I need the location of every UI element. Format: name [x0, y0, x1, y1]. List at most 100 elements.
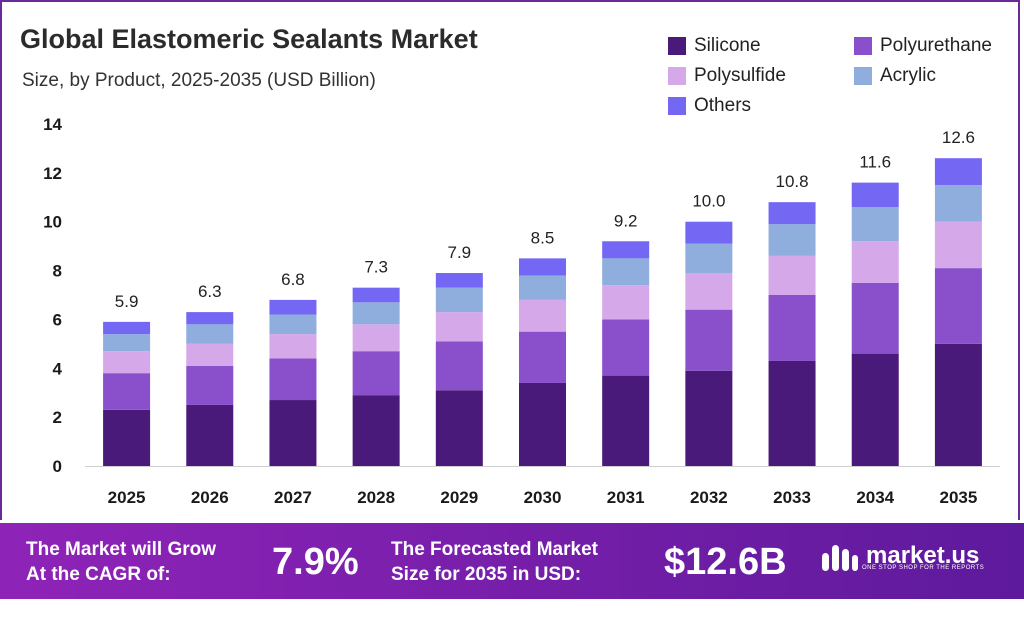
y-tick-label: 14 [43, 115, 62, 134]
legend-label-polysulfide: Polysulfide [694, 65, 786, 86]
forecast-label-line2: Size for 2035 in USD: [391, 564, 582, 585]
y-tick-label: 8 [53, 262, 62, 281]
bar-segment-others-2033 [768, 202, 816, 225]
bar-total-label: 5.9 [115, 292, 139, 311]
bar-segment-polysulfide-2033 [768, 255, 816, 295]
bar-segment-polyurethane-2031 [602, 319, 650, 376]
bar-segment-polyurethane-2027 [269, 358, 317, 401]
bar-segment-polysulfide-2032 [685, 273, 733, 310]
brand-logo-icon [822, 545, 858, 571]
bar-segment-polyurethane-2026 [186, 365, 234, 405]
legend-swatch-others [668, 97, 686, 115]
legend-label-acrylic: Acrylic [880, 65, 936, 86]
stacked-bar-chart: 0 2 4 6 8 10 12 14 5.9 2025 6.3 2026 6.8 2027 7.3 2028 7… [43, 115, 1000, 507]
legend-swatch-polysulfide [668, 67, 686, 85]
bar-total-label: 12.6 [942, 128, 975, 147]
bar-segment-others-2029 [435, 273, 483, 288]
bar-segment-polyurethane-2029 [435, 341, 483, 391]
legend-label-polyurethane: Polyurethane [880, 35, 992, 56]
bar-segment-polysulfide-2034 [851, 241, 899, 283]
y-tick-label: 10 [43, 213, 62, 232]
bar-segment-polyurethane-2034 [851, 282, 899, 354]
bar-segment-polyurethane-2028 [352, 351, 400, 396]
bar-segment-polysulfide-2035 [934, 221, 982, 269]
x-tick-label: 2032 [690, 488, 728, 507]
bar-segment-acrylic-2034 [851, 207, 899, 242]
bar-segment-silicone-2027 [269, 400, 317, 466]
bar-total-label: 6.8 [281, 270, 305, 289]
bar-total-label: 10.0 [692, 192, 725, 211]
bar-segment-silicone-2030 [519, 382, 566, 466]
brand-tagline: ONE STOP SHOP FOR THE REPORTS [862, 565, 985, 571]
bar-segment-others-2032 [685, 221, 733, 244]
bar-segment-polyurethane-2025 [103, 373, 151, 410]
y-tick-label: 12 [43, 164, 62, 183]
bar-total-label: 11.6 [859, 153, 891, 172]
bar-segment-acrylic-2033 [768, 224, 816, 256]
bar-segment-others-2030 [519, 258, 566, 276]
bar-segment-silicone-2028 [352, 395, 400, 466]
x-tick-label: 2033 [773, 488, 811, 507]
cagr-label-line1: The Market will Grow [26, 539, 217, 560]
bar-segment-acrylic-2035 [934, 185, 982, 222]
bar-segment-acrylic-2028 [352, 302, 400, 325]
chart-frame [0, 0, 1020, 520]
bar-segment-others-2028 [352, 287, 400, 303]
bar-segment-silicone-2034 [851, 353, 899, 466]
x-tick-label: 2029 [440, 488, 478, 507]
bar-segment-polysulfide-2030 [519, 299, 566, 332]
summary-banner: The Market will Grow At the CAGR of: 7.9… [0, 523, 1024, 599]
bar-segment-silicone-2032 [685, 370, 733, 466]
bar-segment-acrylic-2026 [186, 324, 234, 344]
bar-segment-others-2035 [934, 158, 982, 186]
forecast-label-line1: The Forecasted Market [391, 539, 598, 560]
bar-total-label: 9.2 [614, 211, 638, 230]
bar-segment-polysulfide-2025 [103, 351, 151, 374]
bar-segment-polyurethane-2033 [768, 295, 816, 361]
legend-label-others: Others [694, 95, 752, 116]
x-tick-label: 2028 [357, 488, 395, 507]
bar-segment-silicone-2031 [602, 375, 650, 466]
bar-total-label: 7.3 [364, 258, 388, 277]
bar-segment-silicone-2025 [103, 409, 151, 466]
bar-total-label: 6.3 [198, 282, 222, 301]
bar-segment-silicone-2033 [768, 360, 816, 466]
bar-segment-others-2031 [602, 241, 650, 259]
legend-label-silicone: Silicone [694, 35, 761, 56]
bar-segment-polyurethane-2032 [685, 309, 733, 371]
x-tick-label: 2035 [939, 488, 977, 507]
forecast-value: $12.6B [664, 541, 787, 583]
y-tick-label: 6 [53, 310, 62, 329]
bar-total-label: 8.5 [531, 228, 555, 247]
legend-item-polyurethane: Polyurethane [854, 35, 992, 57]
bar-segment-acrylic-2029 [435, 287, 483, 313]
cagr-label-line2: At the CAGR of: [26, 564, 171, 585]
bar-segment-others-2034 [851, 182, 899, 208]
chart-title: Global Elastomeric Sealants Market [20, 24, 478, 54]
bar-segment-polyurethane-2030 [519, 331, 566, 383]
chart-subtitle: Size, by Product, 2025-2035 (USD Billion… [22, 70, 376, 91]
legend-item-polysulfide: Polysulfide [668, 65, 786, 87]
bar-segment-polyurethane-2035 [934, 268, 982, 344]
bar-segment-silicone-2029 [435, 390, 483, 466]
x-tick-label: 2030 [524, 488, 562, 507]
y-tick-label: 2 [53, 408, 62, 427]
x-tick-label: 2031 [607, 488, 645, 507]
x-tick-label: 2026 [191, 488, 229, 507]
bar-segment-polysulfide-2027 [269, 334, 317, 359]
bar-segment-polysulfide-2029 [435, 312, 483, 342]
bar-total-label: 7.9 [447, 243, 471, 262]
y-tick-label: 0 [53, 457, 62, 476]
bar-segment-acrylic-2032 [685, 243, 733, 274]
bar-segment-others-2027 [269, 299, 317, 315]
bar-segment-acrylic-2025 [103, 334, 151, 352]
brand-name: market.us [866, 542, 980, 569]
bar-segment-others-2025 [103, 321, 151, 335]
x-tick-label: 2034 [856, 488, 894, 507]
bar-segment-acrylic-2030 [519, 275, 566, 300]
legend-item-silicone: Silicone [668, 35, 761, 57]
bar-segment-silicone-2026 [186, 404, 234, 466]
bar-segment-polysulfide-2031 [602, 285, 650, 320]
legend-swatch-polyurethane [854, 37, 872, 55]
x-tick-label: 2027 [274, 488, 312, 507]
